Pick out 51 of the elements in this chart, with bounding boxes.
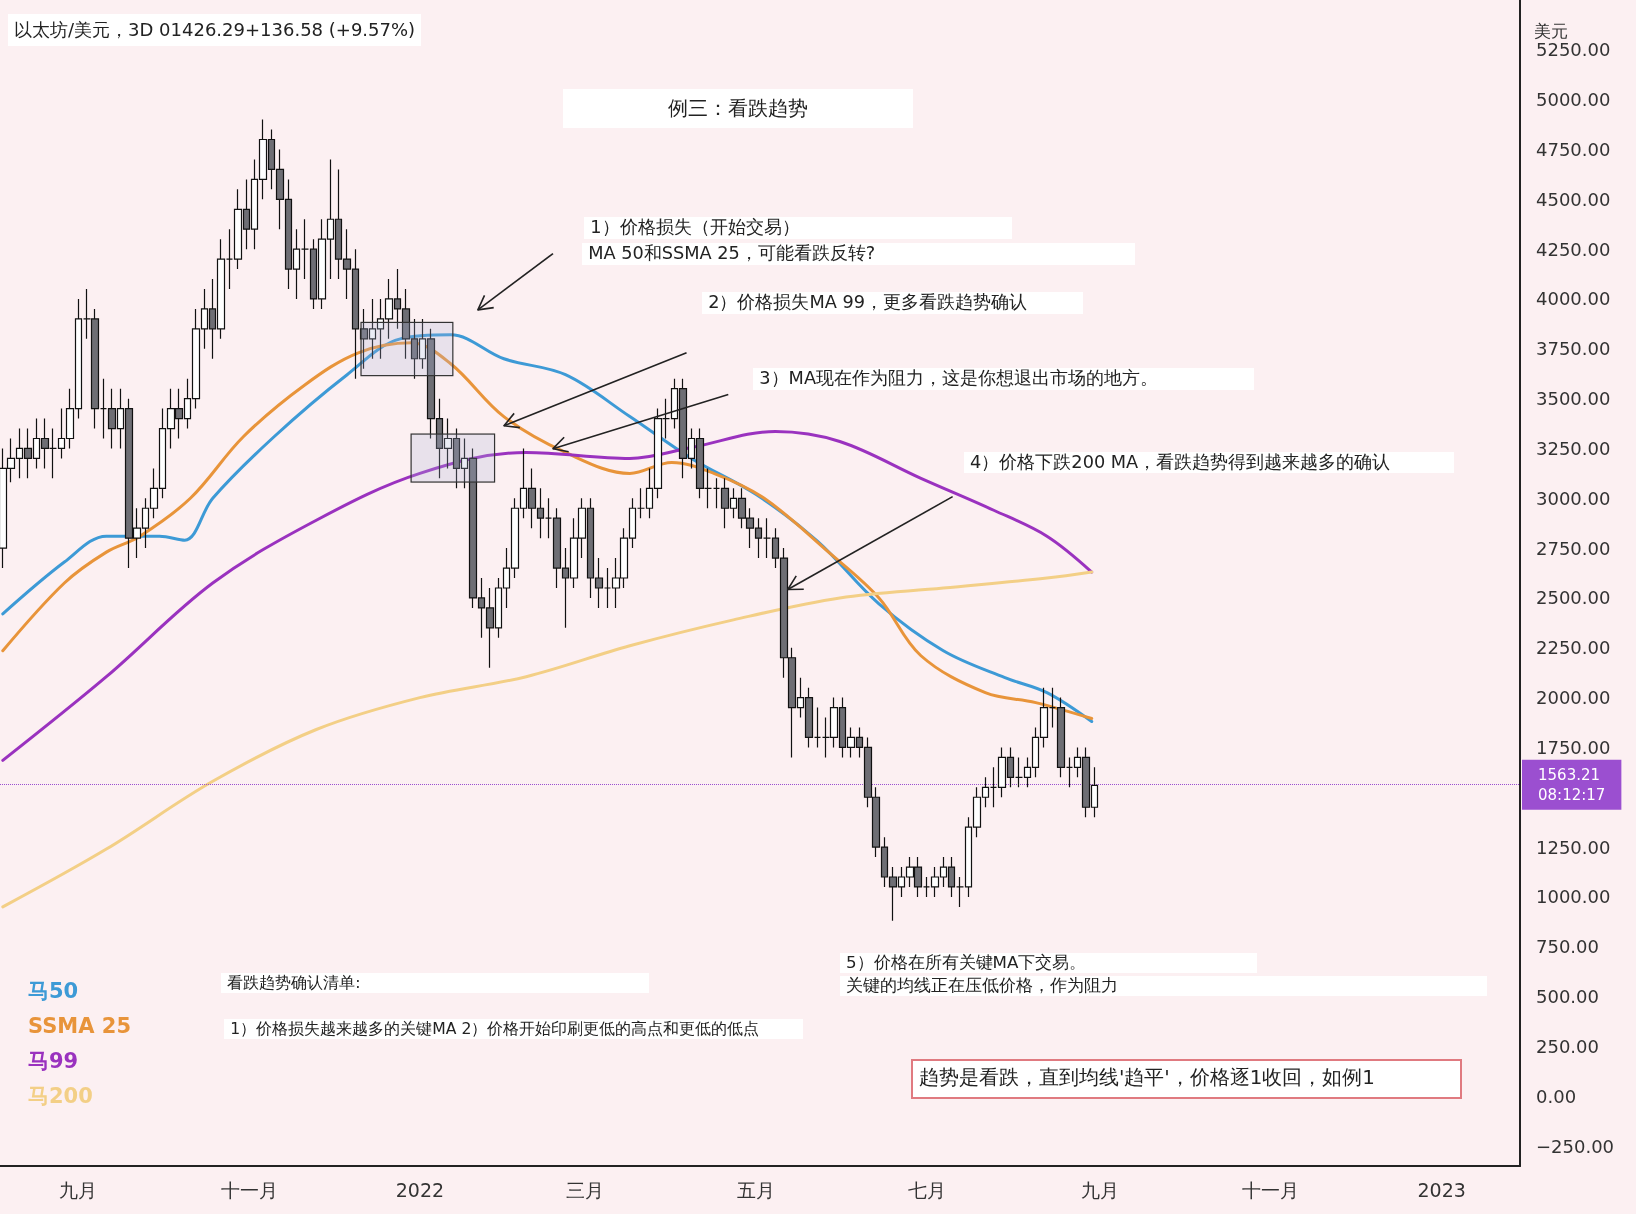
text-box: MA 50和SSMA 25，可能看跌反转? bbox=[582, 243, 1136, 265]
text-box: 4）价格下跌200 MA，看跌趋势得到越来越多的确认 bbox=[964, 451, 1455, 474]
y-tick-label: 2750.00 bbox=[1536, 537, 1611, 559]
y-tick-label: 4500.00 bbox=[1536, 188, 1611, 210]
text-box: 5）价格在所有关键MA下交易。 bbox=[839, 952, 1258, 973]
y-tick-label: 5250.00 bbox=[1536, 39, 1611, 61]
y-tick-label: 4000.00 bbox=[1536, 288, 1611, 310]
x-tick-label: 七月 bbox=[907, 1178, 946, 1201]
ref-line-label: 1563.21 08:12:17 bbox=[1538, 765, 1606, 804]
y-tick-label: 2500.00 bbox=[1536, 587, 1611, 609]
text-box: 以太坊/美元，3D 01426.29+136.58 (+9.57%) bbox=[8, 14, 422, 46]
y-tick-label: 3000.00 bbox=[1536, 487, 1611, 509]
text-box: 趋势是看跌，直到均线'趋平'，价格逐1收回，如例1 bbox=[910, 1059, 1462, 1100]
y-tick-label: 3500.00 bbox=[1536, 388, 1611, 410]
text-box: 1）价格损失（开始交易） bbox=[584, 217, 1013, 239]
text: 马50 bbox=[28, 978, 79, 1003]
x-tick-label: 九月 bbox=[59, 1178, 98, 1201]
y-axis-title: 美元 bbox=[1534, 20, 1568, 41]
y-tick-label: 500.00 bbox=[1536, 986, 1599, 1008]
text-box: 2）价格损失MA 99，更多看跌趋势确认 bbox=[702, 292, 1084, 314]
y-tick-label: 1750.00 bbox=[1536, 736, 1611, 758]
y-tick-label: 0.00 bbox=[1536, 1085, 1577, 1107]
x-tick-label: 2023 bbox=[1417, 1178, 1466, 1201]
y-tick-label: 2000.00 bbox=[1536, 687, 1611, 709]
x-tick-label: 2022 bbox=[395, 1178, 445, 1201]
y-tick-label: 5000.00 bbox=[1536, 89, 1611, 111]
text-box: 看跌趋势确认清单: bbox=[221, 973, 649, 993]
y-tick-label: 3750.00 bbox=[1536, 338, 1611, 360]
x-tick-label: 五月 bbox=[736, 1178, 775, 1201]
x-tick-label: 三月 bbox=[566, 1178, 605, 1201]
y-tick-label: 3250.00 bbox=[1536, 437, 1611, 459]
text: 马99 bbox=[28, 1048, 79, 1073]
x-tick-label: 十一月 bbox=[220, 1178, 278, 1201]
y-tick-label: 2250.00 bbox=[1536, 637, 1611, 659]
y-tick-label: 750.00 bbox=[1536, 936, 1599, 958]
y-tick-label: 1000.00 bbox=[1536, 886, 1611, 908]
text-box: 例三：看跌趋势 bbox=[563, 88, 913, 128]
y-tick-label: 250.00 bbox=[1536, 1035, 1599, 1057]
candlestick bbox=[813, 706, 822, 749]
text: SSMA 25 bbox=[28, 1013, 131, 1038]
line-series bbox=[1, 570, 1094, 909]
text-box: 1）价格损失越来越多的关键MA 2）价格开始印刷更低的高点和更低的低点 bbox=[224, 1019, 804, 1039]
y-tick-label: 1250.00 bbox=[1536, 836, 1611, 858]
text: 马200 bbox=[28, 1083, 93, 1108]
y-tick-label: 4250.00 bbox=[1536, 238, 1611, 260]
y-tick-label: 4750.00 bbox=[1536, 138, 1611, 160]
text-box: 3）MA现在作为阻力，这是你想退出市场的地方。 bbox=[753, 368, 1255, 390]
x-tick-label: 十一月 bbox=[1242, 1178, 1300, 1201]
text-box: 关键的均线正在压低价格，作为阻力 bbox=[839, 975, 1487, 996]
y-tick-label: −250.00 bbox=[1536, 1135, 1615, 1157]
x-tick-label: 九月 bbox=[1081, 1178, 1120, 1201]
